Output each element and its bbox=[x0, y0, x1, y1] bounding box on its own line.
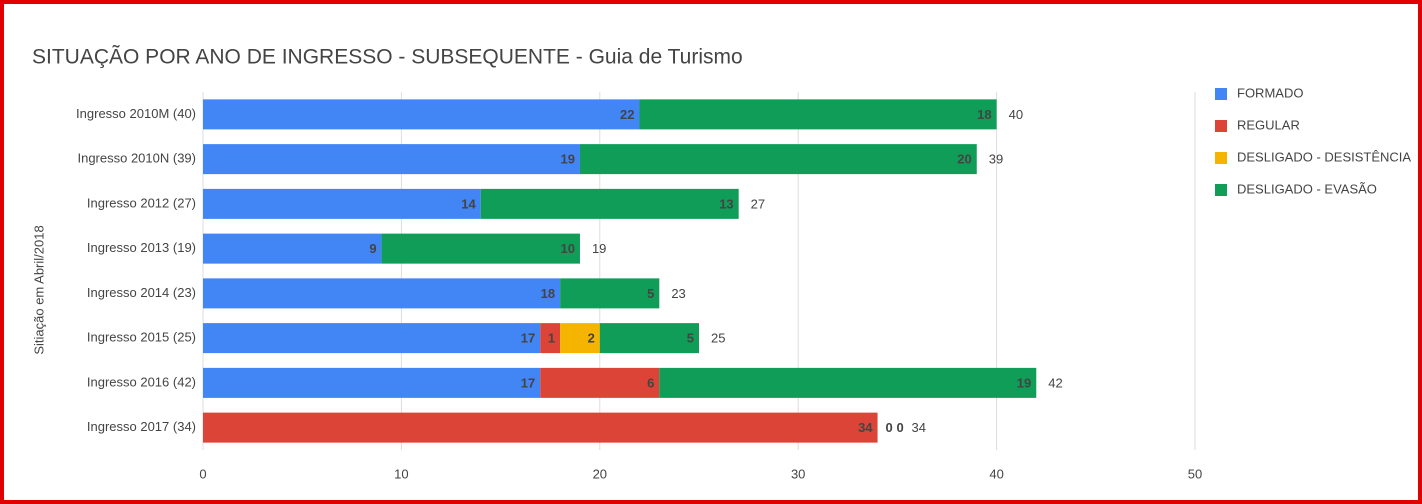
bar-segment bbox=[203, 188, 481, 219]
x-tick-label: 50 bbox=[1188, 466, 1202, 481]
x-tick-label: 0 bbox=[199, 466, 206, 481]
bar-segment bbox=[203, 99, 640, 130]
data-label: 5 bbox=[687, 331, 694, 346]
data-label: 6 bbox=[647, 375, 654, 390]
total-label: 39 bbox=[989, 152, 1003, 167]
data-label: 18 bbox=[977, 107, 991, 122]
data-label: 22 bbox=[620, 107, 634, 122]
legend-label: REGULAR bbox=[1237, 117, 1300, 132]
total-label: 25 bbox=[711, 331, 725, 346]
data-label: 1 bbox=[548, 331, 555, 346]
bar-segment bbox=[203, 233, 382, 264]
data-label: 10 bbox=[560, 241, 574, 256]
data-label: 13 bbox=[719, 196, 733, 211]
y-tick-label: Ingresso 2010N (39) bbox=[77, 151, 196, 166]
bar-segment bbox=[381, 233, 580, 264]
data-label: 18 bbox=[541, 286, 555, 301]
data-label: 17 bbox=[521, 375, 535, 390]
total-label: 27 bbox=[751, 196, 765, 211]
data-label: 14 bbox=[461, 196, 476, 211]
y-tick-label: Ingresso 2016 (42) bbox=[87, 374, 196, 389]
chart-title: SITUAÇÃO POR ANO DE INGRESSO - SUBSEQUEN… bbox=[32, 45, 743, 69]
data-label: 0 bbox=[886, 420, 893, 435]
total-label: 19 bbox=[592, 241, 606, 256]
bar-segment bbox=[560, 323, 600, 354]
y-tick-label: Ingresso 2015 (25) bbox=[87, 330, 196, 345]
data-label: 5 bbox=[647, 286, 654, 301]
legend-label: DESLIGADO - DESISTÊNCIA bbox=[1237, 149, 1411, 164]
data-label: 20 bbox=[957, 152, 971, 167]
legend-swatch bbox=[1215, 152, 1227, 164]
bar-segment bbox=[203, 367, 541, 398]
x-tick-label: 30 bbox=[791, 466, 805, 481]
total-label: 23 bbox=[671, 286, 685, 301]
total-label: 40 bbox=[1009, 107, 1023, 122]
bar-segment bbox=[659, 367, 1037, 398]
data-label: 19 bbox=[1017, 375, 1031, 390]
data-label: 19 bbox=[560, 152, 574, 167]
bar-segment bbox=[560, 278, 660, 309]
y-tick-label: Ingresso 2010M (40) bbox=[76, 106, 196, 121]
data-label: 0 bbox=[897, 420, 904, 435]
y-axis-label: Sitiação em Abril/2018 bbox=[31, 225, 46, 354]
y-tick-label: Ingresso 2012 (27) bbox=[87, 195, 196, 210]
x-tick-label: 10 bbox=[394, 466, 408, 481]
bar-segment bbox=[203, 278, 561, 309]
total-label: 34 bbox=[912, 420, 926, 435]
bar-segment bbox=[203, 323, 541, 354]
bar-segment bbox=[203, 144, 580, 175]
bar-segment bbox=[579, 144, 977, 175]
y-tick-label: Ingresso 2014 (23) bbox=[87, 285, 196, 300]
y-tick-label: Ingresso 2013 (19) bbox=[87, 240, 196, 255]
y-tick-label: Ingresso 2017 (34) bbox=[87, 419, 196, 434]
legend-swatch bbox=[1215, 88, 1227, 100]
legend-label: DESLIGADO - EVASÃO bbox=[1237, 181, 1377, 196]
data-label: 34 bbox=[858, 420, 873, 435]
legend-swatch bbox=[1215, 120, 1227, 132]
bar-segment bbox=[599, 323, 699, 354]
x-tick-label: 40 bbox=[989, 466, 1003, 481]
bar-segment bbox=[203, 412, 878, 443]
x-tick-label: 20 bbox=[593, 466, 607, 481]
data-label: 17 bbox=[521, 331, 535, 346]
legend-label: FORMADO bbox=[1237, 85, 1303, 100]
total-label: 42 bbox=[1048, 375, 1062, 390]
data-label: 9 bbox=[369, 241, 376, 256]
bar-segment bbox=[540, 367, 660, 398]
legend-swatch bbox=[1215, 184, 1227, 196]
bar-segment bbox=[540, 323, 561, 354]
bar-segment bbox=[480, 188, 739, 219]
data-label: 2 bbox=[588, 331, 595, 346]
bar-segment bbox=[639, 99, 997, 130]
